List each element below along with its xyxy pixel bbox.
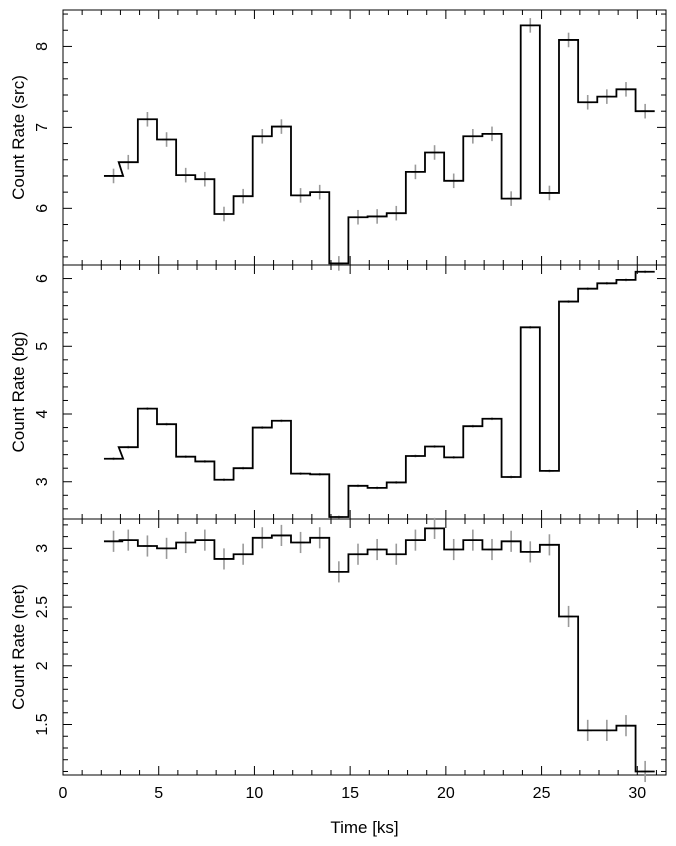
y-axis-label: Count Rate (net) <box>9 584 28 710</box>
y-axis-label: Count Rate (bg) <box>9 332 28 453</box>
y-tick-label: 2.5 <box>34 596 51 618</box>
panel-frame <box>62 518 667 776</box>
step-line <box>103 24 655 265</box>
panel-2: 3 4 5 6 Count Rate (bg) <box>9 264 667 520</box>
y-tick-label: 2 <box>34 661 51 670</box>
x-tick-label: 30 <box>628 785 646 802</box>
panel-1: 6 7 8 Count Rate (src) <box>9 9 667 271</box>
panel-frame <box>62 9 667 266</box>
y-tick-label: 6 <box>34 204 51 213</box>
panel-3: 1.5 2 2.5 3 Count Rate (net) 0 5 10 15 20 25 30 Time… <box>9 517 667 837</box>
y-tick-label: 8 <box>34 42 51 51</box>
x-tick-label: 10 <box>246 785 264 802</box>
x-tick-label: 0 <box>59 785 68 802</box>
y-tick-label: 3 <box>34 544 51 553</box>
x-tick-label: 25 <box>533 785 551 802</box>
panel-frame <box>62 264 667 520</box>
y-tick-label: 5 <box>34 342 51 351</box>
x-tick-label: 20 <box>437 785 455 802</box>
y-tick-label: 6 <box>34 274 51 283</box>
y-tick-label: 3 <box>34 477 51 486</box>
y-axis-label: Count Rate (src) <box>9 75 28 200</box>
y-tick-label: 1.5 <box>34 713 51 735</box>
y-tick-label: 4 <box>34 409 51 418</box>
x-tick-label: 15 <box>341 785 359 802</box>
x-axis-label: Time [ks] <box>330 818 398 837</box>
x-tick-label: 5 <box>154 785 163 802</box>
step-line <box>103 270 655 518</box>
y-tick-label: 7 <box>34 123 51 132</box>
step-line <box>103 527 655 773</box>
